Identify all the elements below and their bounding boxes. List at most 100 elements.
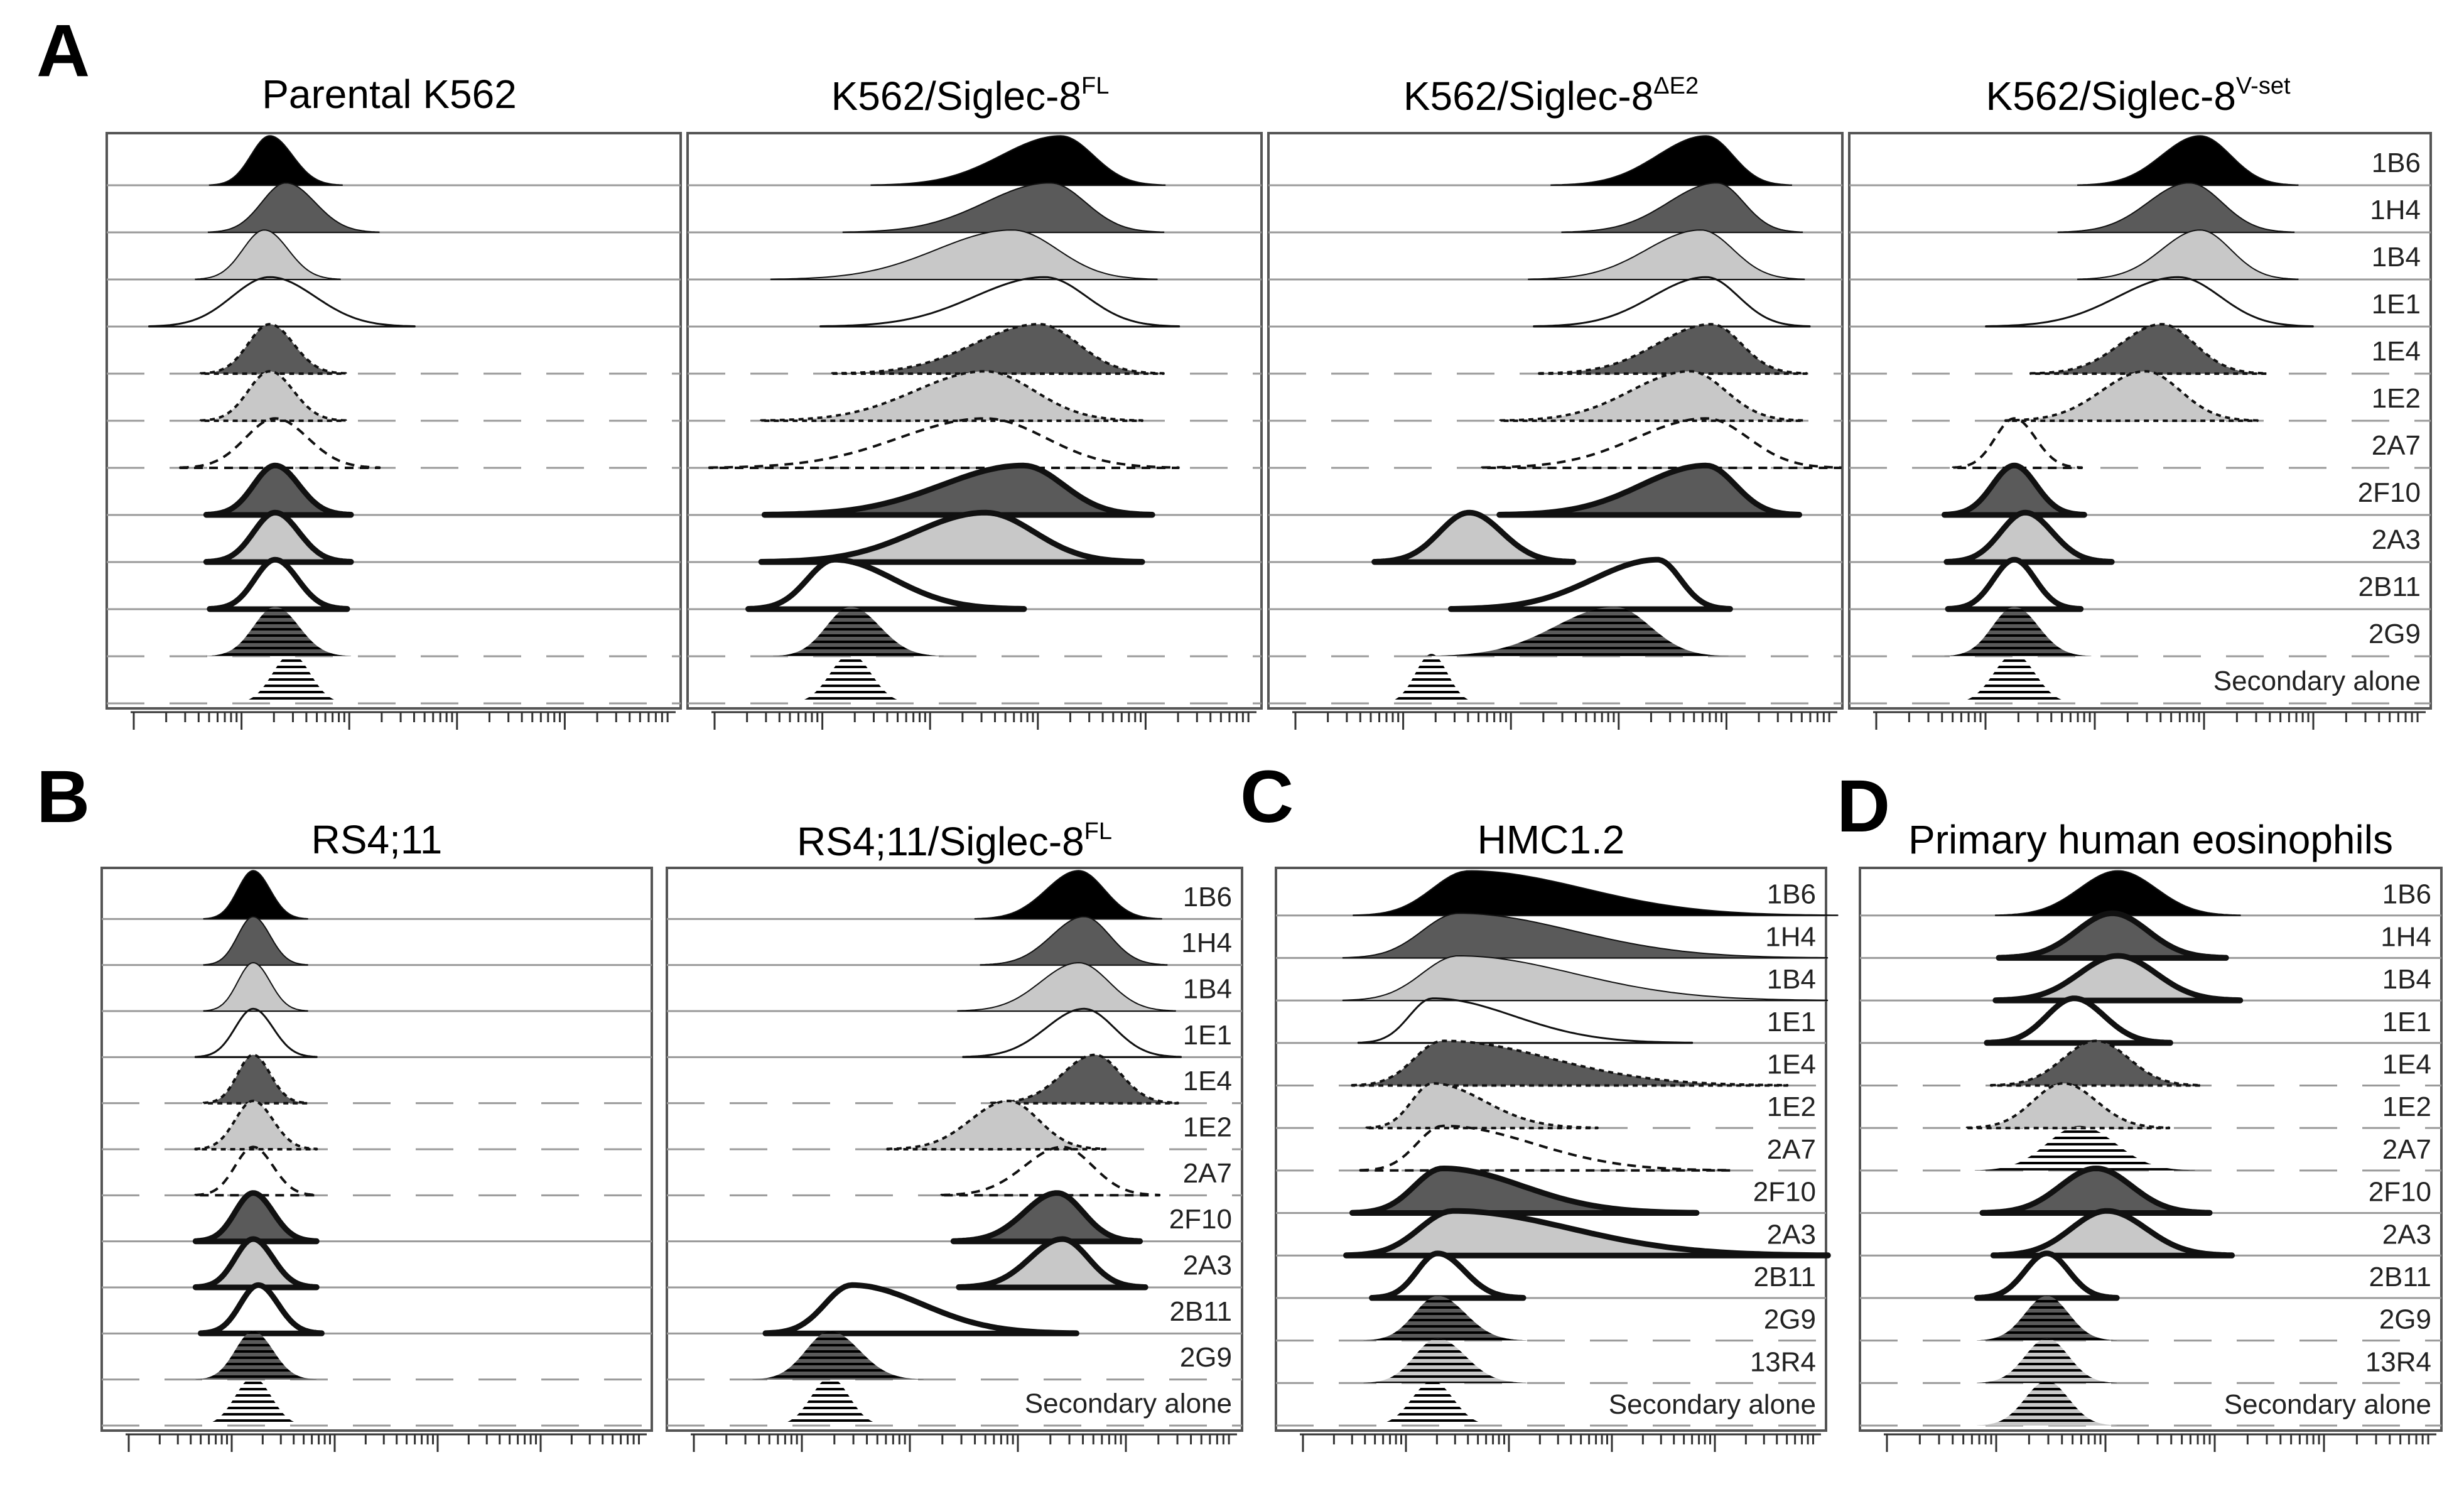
histogram-c1-secondary-alone [1366, 1380, 1499, 1426]
plot-title-a1: Parental K562 [107, 74, 672, 114]
row-label-d1-10: 2G9 [2379, 1304, 2431, 1335]
histogram-hatch-c1-10 [1363, 1296, 1527, 1341]
row-label-a4-6: 2A7 [2372, 430, 2421, 461]
histogram-b2-2a3 [956, 1236, 1148, 1291]
row-label-c1-10: 2G9 [1764, 1304, 1816, 1335]
row-label-a4-8: 2A3 [2372, 524, 2421, 555]
row-label-c1-7: 2F10 [1753, 1177, 1816, 1208]
row-label-d1-6: 2A7 [2382, 1134, 2431, 1165]
row-label-a4-1: 1H4 [2370, 195, 2421, 225]
plot-frame-d1 [1859, 867, 2443, 1432]
histogram-plot-a4: 1B6 1H4 1B4 1E1 1E4 1E2 2A7 2F10 2A3 2B11 2G9 Secon… [1849, 135, 2431, 730]
panel-letter-d: D [1837, 765, 1891, 848]
row-label-d1-11: 13R4 [2365, 1346, 2431, 1377]
row-label-b2-7: 2F10 [1169, 1204, 1232, 1235]
plot-title-a4-superscript: V-set [2235, 73, 2291, 99]
plot-title-b2: RS4;11/Siglec-8FL [666, 820, 1243, 862]
histogram-b1-2b11 [198, 1282, 325, 1336]
histogram-c1-2a7 [1359, 1124, 1732, 1172]
histogram-b1-1h4 [203, 916, 308, 966]
histogram-b1-secondary-alone [195, 1377, 311, 1426]
histogram-c1-1e1 [1357, 997, 1694, 1044]
row-label-b2-5: 1E2 [1183, 1112, 1232, 1142]
histogram-b2-1b6 [974, 870, 1162, 920]
panel-letter-c: C [1240, 755, 1294, 838]
histogram-hatch-d1-10 [1977, 1296, 2117, 1341]
histogram-b2-2a7 [940, 1145, 1161, 1197]
histogram-a2-2f10 [761, 462, 1155, 518]
row-label-c1-6: 2A7 [1767, 1134, 1816, 1165]
row-label-d1-0: 1B6 [2382, 879, 2431, 910]
histogram-a3-2b11 [1448, 556, 1733, 612]
histogram-hatch-b2-10 [752, 1331, 924, 1380]
histogram-d1-1e4 [1990, 1039, 2202, 1087]
histogram-hatch-a2-10 [773, 607, 944, 656]
histogram-b2-secondary-alone [769, 1377, 891, 1426]
histogram-plot-a2 [688, 135, 1262, 730]
histogram-b2-2b11 [762, 1282, 1079, 1336]
histogram-a2-secondary-alone [785, 654, 916, 703]
row-label-b2-4: 1E4 [1183, 1066, 1232, 1096]
plot-title-a3: K562/Siglec-8ΔE2 [1268, 74, 1834, 116]
row-label-c1-5: 1E2 [1767, 1091, 1816, 1122]
histogram-a4-2f10 [1942, 462, 2087, 518]
row-label-d1-2: 1B4 [2382, 964, 2431, 995]
row-label-b2-6: 2A7 [1183, 1158, 1232, 1189]
histogram-hatch-c1-11 [1363, 1338, 1527, 1383]
histogram-a3-2f10 [1496, 462, 1802, 518]
histogram-b1-2a7 [194, 1145, 318, 1197]
histogram-b2-1h4 [980, 916, 1168, 966]
histogram-a3-1b4 [1528, 229, 1805, 280]
histogram-d1-1h4 [1996, 910, 2229, 961]
histogram-d1-1e1 [1984, 995, 2173, 1046]
row-label-d1-8: 2A3 [2382, 1219, 2431, 1250]
row-label-c1-1: 1H4 [1765, 921, 1816, 952]
plot-title-a1-text: Parental K562 [262, 72, 517, 117]
histogram-b2-2f10 [950, 1190, 1143, 1245]
histogram-b1-1b4 [203, 962, 308, 1012]
histogram-plot-a3 [1268, 135, 1842, 730]
histogram-b2-1e4 [990, 1053, 1179, 1105]
plot-frame-c1 [1275, 867, 1827, 1432]
row-label-a4-7: 2F10 [2358, 477, 2421, 508]
row-label-c1-0: 1B6 [1767, 879, 1816, 910]
histogram-a1-secondary-alone [230, 654, 352, 703]
histogram-a1-2f10 [203, 462, 354, 518]
plot-title-c1: HMC1.2 [1275, 820, 1827, 860]
row-label-b2-11: Secondary alone [1025, 1388, 1232, 1419]
histogram-plot-b1 [102, 870, 652, 1452]
histogram-a4-1e1 [1985, 276, 2314, 328]
histogram-b2-1e2 [886, 1100, 1107, 1151]
histogram-b2-1e1 [962, 1007, 1182, 1058]
row-label-c1-12: Secondary alone [1609, 1389, 1816, 1420]
plot-title-a4-text: K562/Siglec-8 [1986, 73, 2236, 119]
histogram-hatch-d1-11 [1977, 1338, 2117, 1383]
histogram-a2-1b6 [870, 135, 1166, 186]
histogram-d1-2a7 [1974, 1125, 2195, 1171]
histogram-hatch-d1-12 [1977, 1380, 2117, 1426]
histogram-a1-1b6 [208, 135, 343, 186]
histogram-a4-1b6 [2077, 135, 2299, 186]
histogram-a1-2a3 [203, 509, 354, 565]
plot-title-d1: Primary human eosinophils [1859, 820, 2443, 860]
histogram-a3-2a7 [1481, 417, 1842, 469]
histogram-a1-1e4 [199, 323, 347, 375]
plot-title-a2-superscript: FL [1081, 73, 1110, 99]
row-label-d1-5: 1E2 [2382, 1091, 2431, 1122]
histogram-a2-1e4 [831, 323, 1165, 375]
histogram-a2-1e2 [760, 370, 1143, 422]
row-label-c1-2: 1B4 [1767, 964, 1816, 995]
row-label-b2-2: 1B4 [1183, 973, 1232, 1004]
histogram-b1-2a3 [192, 1236, 320, 1291]
panel-letter-a: A [36, 9, 90, 92]
histogram-a4-1e2 [2004, 370, 2259, 422]
plot-title-a3-superscript: ΔE2 [1653, 73, 1699, 99]
histogram-c1-1b4 [1342, 955, 1829, 1002]
histogram-a2-1e1 [819, 276, 1181, 328]
histogram-a1-1h4 [207, 182, 380, 233]
histogram-c1-1h4 [1342, 912, 1829, 959]
histogram-a3-1h4 [1561, 182, 1803, 233]
histogram-c1-2b11 [1369, 1250, 1526, 1301]
histogram-c1-2a3 [1343, 1208, 1831, 1259]
